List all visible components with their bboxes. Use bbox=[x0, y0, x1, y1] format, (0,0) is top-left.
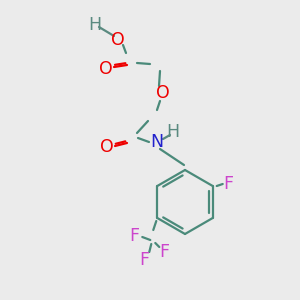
Text: H: H bbox=[167, 123, 180, 141]
Text: O: O bbox=[156, 84, 170, 102]
Text: O: O bbox=[99, 60, 113, 78]
Text: O: O bbox=[100, 138, 114, 156]
Text: F: F bbox=[224, 175, 234, 193]
Text: F: F bbox=[159, 243, 169, 261]
Text: H: H bbox=[88, 16, 102, 34]
Text: O: O bbox=[111, 31, 125, 49]
Text: F: F bbox=[139, 251, 149, 269]
Text: N: N bbox=[150, 133, 164, 151]
Text: F: F bbox=[129, 227, 139, 245]
